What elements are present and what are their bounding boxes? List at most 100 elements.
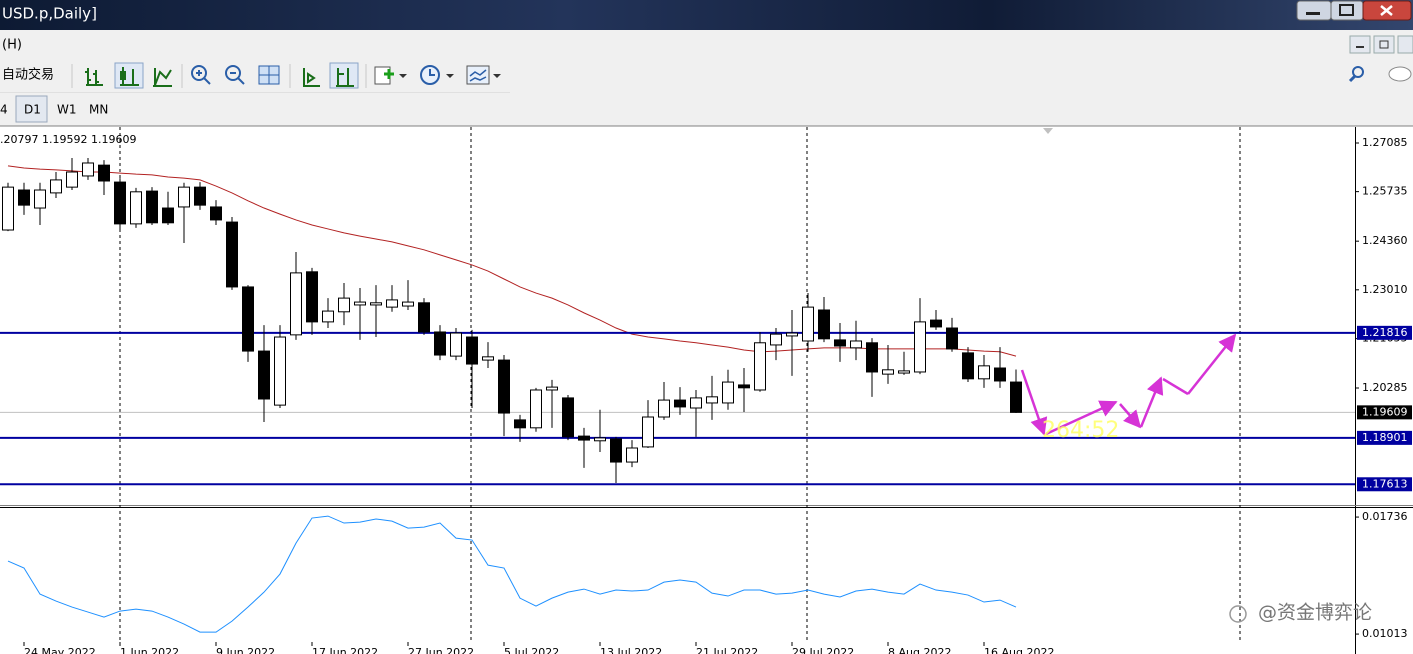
- autoscroll-pressed[interactable]: [329, 62, 359, 89]
- candle-body: [146, 190, 158, 224]
- dropdown-arrow[interactable]: [446, 74, 454, 78]
- candle-body: [898, 370, 910, 374]
- bar-chart-icon[interactable]: [85, 68, 103, 86]
- candle-body: [2, 186, 14, 231]
- chat-icon[interactable]: [1388, 66, 1412, 82]
- candle-body: [1010, 381, 1022, 413]
- candle-body: [978, 365, 990, 380]
- mdi-restore[interactable]: [1373, 35, 1395, 54]
- mdi-close[interactable]: [1397, 35, 1413, 54]
- y-tick-label: 1.24360: [1362, 234, 1408, 247]
- candle-body: [786, 332, 798, 337]
- search-icon[interactable]: [1352, 66, 1364, 78]
- candle-body: [482, 356, 494, 361]
- candle-body: [450, 332, 462, 357]
- candle-body: [642, 416, 654, 448]
- maximize-button[interactable]: [1330, 0, 1364, 21]
- candle-body: [162, 207, 174, 224]
- y-tick-label: 1.25735: [1362, 185, 1408, 198]
- candle-body: [34, 189, 46, 209]
- price-label: 1.18901: [1362, 431, 1408, 444]
- candle-body: [802, 306, 814, 342]
- window-buttons: [1296, 0, 1412, 21]
- help-menu[interactable]: (H): [2, 38, 22, 53]
- candle-body: [738, 384, 750, 389]
- dropdown-arrow[interactable]: [493, 74, 501, 78]
- candle-body: [674, 399, 686, 408]
- candle-body: [514, 419, 526, 429]
- candle-body: [354, 301, 366, 306]
- x-tick-label: 8 Aug 2022: [888, 646, 951, 654]
- toolbar: [0, 59, 1413, 93]
- candle-body: [626, 447, 638, 463]
- candle-body: [242, 286, 254, 352]
- mdi-restore-icon: [1379, 40, 1389, 49]
- candle-body: [226, 221, 238, 288]
- forecast-arrow: [1162, 377, 1189, 396]
- forecast-arrow: [1045, 400, 1118, 436]
- candle-body: [434, 331, 446, 356]
- search-handle: [1348, 74, 1357, 83]
- candle-body: [66, 171, 78, 188]
- toolbar-icons: [71, 62, 1412, 89]
- zoom-in-glyph: [196, 70, 211, 85]
- candle-body: [754, 342, 766, 391]
- zoom-out-glyph: [230, 72, 245, 85]
- scroll-icon[interactable]: [303, 68, 320, 87]
- candle-chart-pressed[interactable]: [114, 62, 144, 89]
- zoom-in-icon[interactable]: [191, 65, 207, 81]
- timeframe-tab[interactable]: 4: [0, 103, 8, 117]
- timeframe-tab[interactable]: MN: [89, 103, 108, 117]
- x-tick-label: 1 Jun 2022: [120, 646, 179, 654]
- candle-body: [258, 350, 270, 400]
- candle-body: [770, 333, 782, 346]
- candle-body: [386, 299, 398, 308]
- candle-body: [690, 397, 702, 409]
- price-label: 1.17613: [1362, 477, 1408, 490]
- x-tick-label: 27 Jun 2022: [408, 646, 474, 654]
- mdi-minimize[interactable]: [1349, 35, 1371, 54]
- candle-body: [722, 381, 734, 404]
- candle-body: [930, 319, 942, 328]
- candle-body: [546, 386, 558, 391]
- indicator-tick-label: 0.01736: [1362, 510, 1408, 523]
- forecast-arrow: [1119, 403, 1142, 429]
- auto-trading-button[interactable]: 自动交易: [2, 67, 54, 83]
- line-chart-icon[interactable]: [153, 68, 172, 87]
- menu-bar: [0, 30, 1413, 59]
- title-bar: [0, 0, 1413, 30]
- forecast-arrow: [1020, 369, 1048, 436]
- candle-body: [274, 336, 286, 406]
- mdi-minimize-icon: [1356, 46, 1364, 48]
- x-tick-label: 9 Jun 2022: [216, 646, 275, 654]
- candle-body: [946, 327, 958, 350]
- price-label-box: [1357, 430, 1412, 445]
- candle-body: [850, 340, 862, 349]
- candle-body: [562, 397, 574, 438]
- candle-body: [402, 301, 414, 307]
- shift-marker: [1043, 128, 1053, 134]
- candle-body: [818, 309, 830, 340]
- candle-body: [322, 310, 334, 323]
- timeframe-tab[interactable]: W1: [57, 103, 77, 117]
- timeframe-tab[interactable]: D1: [24, 103, 41, 117]
- price-label-box: [1357, 405, 1412, 420]
- forecast-arrow: [1187, 333, 1237, 395]
- templates-glyph: [469, 69, 487, 82]
- candle-body: [498, 359, 510, 414]
- candle-body: [706, 396, 718, 404]
- timeframe-pressed: [15, 95, 48, 123]
- indicator-tick-label: 0.01013: [1362, 627, 1408, 640]
- candle-body: [594, 437, 606, 442]
- candle-body: [834, 339, 846, 347]
- watermark-icon: [1229, 605, 1247, 623]
- candle-body: [914, 321, 926, 373]
- y-tick-label: 1.20285: [1362, 381, 1408, 394]
- dropdown-arrow[interactable]: [399, 74, 407, 78]
- watermark: @资金博弈论: [1229, 602, 1372, 624]
- zoom-out-icon[interactable]: [225, 65, 241, 81]
- candle-body: [610, 438, 622, 463]
- minimize-button[interactable]: [1296, 0, 1332, 21]
- chart-area: [0, 127, 1413, 654]
